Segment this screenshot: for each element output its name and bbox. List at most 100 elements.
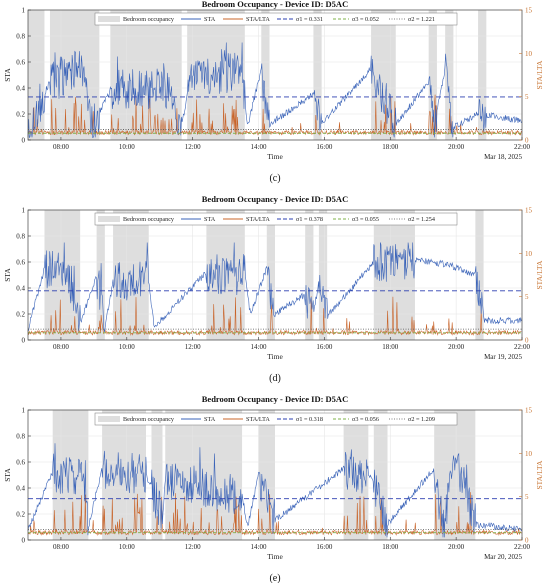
y-tick-label: 1 bbox=[22, 407, 26, 415]
y2-axis-label: STA/LTA bbox=[535, 60, 544, 90]
x-tick-label: 12:00 bbox=[185, 143, 201, 151]
x-tick-label: 18:00 bbox=[382, 543, 398, 551]
y-tick-label: 0.4 bbox=[16, 485, 25, 493]
x-tick-label: 10:00 bbox=[119, 543, 135, 551]
y-tick-label: 0.4 bbox=[16, 285, 25, 293]
occupancy-band bbox=[113, 210, 149, 340]
legend-sta-label: STA bbox=[204, 216, 216, 223]
date-label: Mar 19, 2025 bbox=[484, 353, 522, 361]
legend-box bbox=[94, 212, 458, 226]
occupancy-band bbox=[478, 10, 487, 140]
legend-occupancy-swatch bbox=[98, 16, 120, 22]
y-tick-label: 0 bbox=[22, 537, 26, 545]
y-tick-label: 0.2 bbox=[16, 111, 25, 119]
occupancy-band bbox=[305, 210, 314, 340]
y-tick-label: 0.2 bbox=[16, 311, 25, 319]
occupancy-band bbox=[261, 10, 270, 140]
legend-occupancy-swatch bbox=[98, 416, 120, 422]
y-tick-label: 0.6 bbox=[16, 59, 25, 67]
sta-series bbox=[27, 242, 522, 332]
y2-tick-label: 10 bbox=[525, 450, 533, 458]
x-tick-label: 08:00 bbox=[53, 543, 69, 551]
y2-tick-label: 0 bbox=[525, 137, 529, 145]
panel-label: (e) bbox=[269, 573, 280, 583]
y-axis-label: STA bbox=[3, 268, 12, 282]
y-tick-label: 0.2 bbox=[16, 511, 25, 519]
legend-occupancy-label: Bedroom occupancy bbox=[123, 416, 175, 423]
y-tick-label: 1 bbox=[22, 207, 26, 215]
y2-tick-label: 10 bbox=[525, 250, 533, 258]
legend-sigma1-label: σ1 = 0.331 bbox=[296, 16, 323, 23]
occupancy-band bbox=[373, 410, 388, 540]
y-tick-label: 0.6 bbox=[16, 459, 25, 467]
plot-frame bbox=[27, 409, 523, 541]
legend-sta-label: STA bbox=[204, 16, 216, 23]
legend-sta-label: STA bbox=[204, 416, 216, 423]
y-tick-label: 1 bbox=[22, 7, 26, 15]
y2-axis-label: STA/LTA bbox=[535, 460, 544, 490]
x-tick-label: 14:00 bbox=[251, 543, 267, 551]
x-tick-label: 22:00 bbox=[514, 543, 530, 551]
legend-sigma2-label: σ2 = 1.254 bbox=[408, 216, 435, 223]
chart-title: Bedroom Occupancy - Device ID: D5AC bbox=[202, 0, 348, 9]
panel-label: (c) bbox=[269, 173, 280, 184]
x-tick-label: 12:00 bbox=[185, 343, 201, 351]
y2-tick-label: 15 bbox=[525, 7, 533, 15]
y-axis-label: STA bbox=[3, 68, 12, 82]
x-tick-label: 22:00 bbox=[514, 343, 530, 351]
x-tick-label: 16:00 bbox=[316, 343, 332, 351]
chart-title: Bedroom Occupancy - Device ID: D5AC bbox=[202, 194, 348, 204]
legend-sigma3-label: σ3 = 0.052 bbox=[352, 16, 379, 23]
y-tick-label: 0.8 bbox=[16, 433, 25, 441]
y2-tick-label: 15 bbox=[525, 407, 533, 415]
x-tick-label: 08:00 bbox=[53, 143, 69, 151]
legend-box bbox=[94, 12, 458, 26]
legend-sigma1-label: σ1 = 0.378 bbox=[296, 216, 323, 223]
panel-label: (d) bbox=[269, 373, 281, 384]
legend-occupancy-swatch bbox=[98, 216, 120, 222]
y2-tick-label: 5 bbox=[525, 93, 529, 101]
date-label: Mar 18, 2025 bbox=[484, 153, 522, 161]
y2-tick-label: 0 bbox=[525, 537, 529, 545]
y-tick-label: 0.6 bbox=[16, 259, 25, 267]
chart-title: Bedroom Occupancy - Device ID: D5AC bbox=[202, 394, 348, 404]
x-tick-label: 22:00 bbox=[514, 143, 530, 151]
x-tick-label: 08:00 bbox=[53, 343, 69, 351]
chart-panel-2: Bedroom Occupancy - Device ID: D5AC 0 0.2 0… bbox=[3, 394, 544, 583]
x-tick-label: 10:00 bbox=[119, 343, 135, 351]
y2-axis-label: STA/LTA bbox=[535, 260, 544, 290]
legend-occupancy-label: Bedroom occupancy bbox=[123, 216, 175, 223]
x-tick-label: 14:00 bbox=[251, 343, 267, 351]
y2-tick-label: 15 bbox=[525, 207, 533, 215]
sta-series bbox=[27, 443, 522, 538]
y2-tick-label: 10 bbox=[525, 50, 533, 58]
y2-tick-label: 5 bbox=[525, 293, 529, 301]
plot-frame bbox=[27, 209, 523, 341]
legend-sta-lta-label: STA/LTA bbox=[246, 16, 270, 23]
x-tick-label: 16:00 bbox=[316, 143, 332, 151]
y-tick-label: 0.4 bbox=[16, 85, 25, 93]
y2-tick-label: 5 bbox=[525, 493, 529, 501]
occupancy-band bbox=[428, 10, 437, 140]
occupancy-band bbox=[110, 10, 182, 140]
x-axis-label: Time bbox=[267, 152, 283, 161]
chart-panel-1: Bedroom Occupancy - Device ID: D5AC 0 0.2 0… bbox=[3, 194, 544, 384]
y-tick-label: 0 bbox=[22, 137, 26, 145]
x-tick-label: 18:00 bbox=[382, 143, 398, 151]
x-tick-label: 20:00 bbox=[448, 343, 464, 351]
occupancy-band bbox=[151, 410, 163, 540]
occupancy-band bbox=[266, 210, 275, 340]
occupancy-band bbox=[475, 210, 484, 340]
legend-sigma3-label: σ3 = 0.056 bbox=[352, 416, 379, 423]
y-axis-label: STA bbox=[3, 468, 12, 482]
y-tick-label: 0.8 bbox=[16, 33, 25, 41]
legend-sigma3-label: σ3 = 0.055 bbox=[352, 216, 379, 223]
y2-tick-label: 0 bbox=[525, 337, 529, 345]
occupancy-band bbox=[445, 10, 454, 140]
legend-sigma1-label: σ1 = 0.318 bbox=[296, 416, 323, 423]
occupancy-band bbox=[28, 10, 45, 140]
legend-sigma2-label: σ2 = 1.221 bbox=[408, 16, 435, 23]
occupancy-band bbox=[434, 410, 476, 540]
occupancy-band bbox=[313, 10, 322, 140]
